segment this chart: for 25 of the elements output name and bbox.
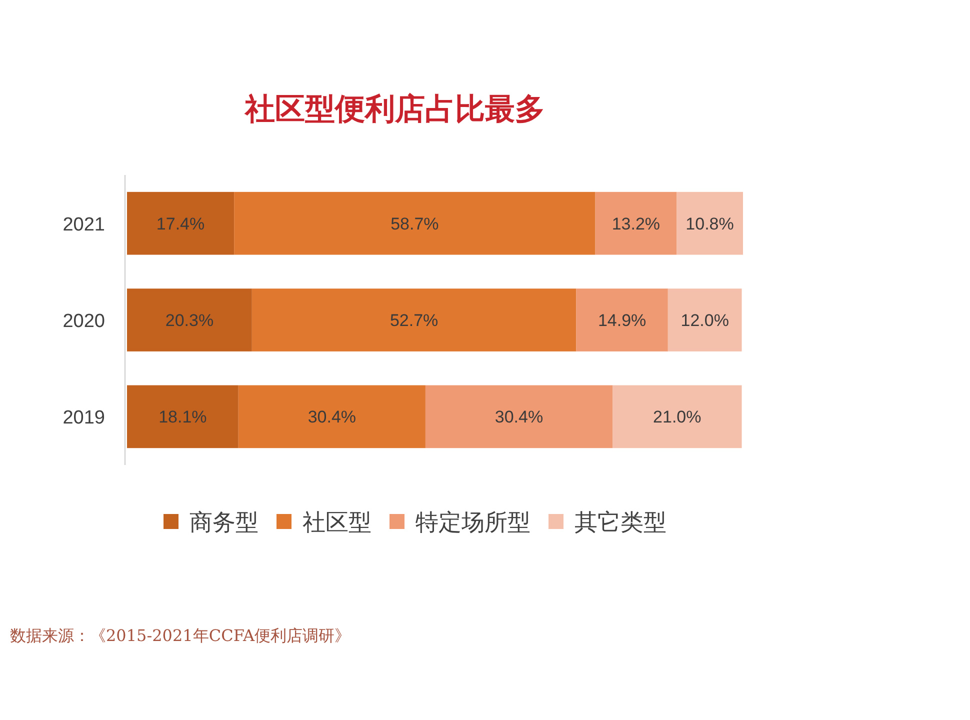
data-label: 58.7%	[390, 214, 439, 234]
data-label: 18.1%	[158, 408, 207, 427]
legend-label: 特定场所型	[416, 510, 530, 536]
data-label: 10.8%	[686, 214, 734, 234]
legend-item: 特定场所型	[390, 510, 530, 536]
category-label: 2021	[62, 214, 105, 236]
legend-label: 社区型	[302, 510, 372, 536]
title: 社区型便利店占比最多	[245, 92, 545, 127]
legend-label: 商务型	[190, 510, 258, 536]
legend-item: 商务型	[164, 510, 258, 536]
data-label: 21.0%	[653, 408, 702, 427]
data-label: 17.4%	[156, 214, 205, 234]
legend-label: 其它类型	[574, 510, 666, 536]
data-label: 14.9%	[598, 311, 646, 330]
data-label: 52.7%	[390, 311, 438, 330]
annotation: 数据来源：《2015-2021年CCFA便利店调研》	[10, 626, 351, 645]
data-label: 30.4%	[494, 408, 544, 427]
category-label: 2020	[62, 311, 105, 332]
data-label: 13.2%	[612, 214, 660, 234]
data-label: 30.4%	[308, 408, 356, 427]
legend-item: 其它类型	[548, 510, 666, 536]
data-label: 20.3%	[165, 311, 214, 330]
data-label: 12.0%	[680, 311, 729, 330]
category-label: 2019	[62, 408, 105, 429]
legend-item: 社区型	[276, 510, 372, 536]
